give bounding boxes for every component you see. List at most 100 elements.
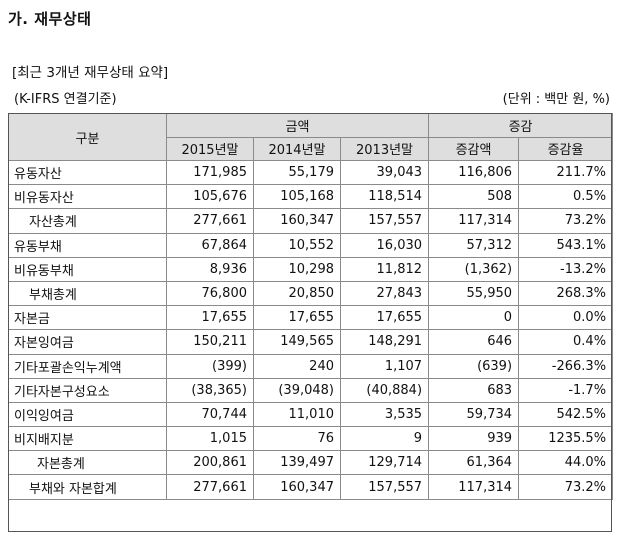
row-value: 9 (339, 426, 430, 452)
row-value: 139,497 (253, 450, 341, 476)
row-value: 16,030 (339, 232, 430, 258)
row-value: 117,314 (428, 474, 520, 500)
row-value: 543.1% (518, 232, 614, 258)
row-label: 자본금 (8, 305, 167, 331)
row-value: (38,365) (166, 377, 254, 403)
row-value: 20,850 (253, 280, 341, 307)
table-row: 비유동자산 105,676 105,168 118,514 508 0.5% (8, 184, 614, 210)
table-row: 자본총계 200,861 139,497 129,714 61,364 44.0% (8, 450, 614, 476)
row-value: 646 (428, 329, 520, 355)
table-row: 자본잉여금 150,211 149,565 148,291 646 0.4% (8, 329, 614, 355)
row-value: 55,179 (253, 159, 341, 186)
row-value: (1,362) (428, 256, 520, 282)
accounting-basis: (K-IFRS 연결기준) (14, 92, 117, 107)
row-label: 이익잉여금 (8, 401, 167, 428)
header-col-change-amount: 증감액 (428, 136, 520, 161)
row-label: 비유동부채 (8, 256, 167, 282)
row-value: 39,043 (339, 159, 430, 186)
row-value: 240 (253, 353, 341, 379)
row-value: 160,347 (253, 474, 341, 500)
table-row: 기타자본구성요소 (38,365) (39,048) (40,884) 683 -1.7% (8, 377, 614, 403)
row-value: (40,884) (339, 377, 430, 403)
row-value: 17,655 (339, 305, 430, 331)
row-value: 57,312 (428, 232, 520, 258)
row-value: 1,107 (339, 353, 430, 379)
row-value: -13.2% (518, 256, 614, 282)
row-value: (399) (166, 353, 254, 379)
row-value: 157,557 (339, 208, 430, 234)
row-label: 비유동자산 (8, 184, 167, 210)
row-value: 105,168 (253, 184, 341, 210)
table-row: 부채총계 76,800 20,850 27,843 55,950 268.3% (8, 280, 614, 307)
table-row: 비유동부채 8,936 10,298 11,812 (1,362) -13.2% (8, 256, 614, 282)
row-label: 부채와 자본합계 (8, 474, 167, 500)
row-value: 17,655 (253, 305, 341, 331)
row-value: 116,806 (428, 159, 520, 186)
row-value: 277,661 (166, 208, 254, 234)
row-value: 277,661 (166, 474, 254, 500)
table-subtitle: [최근 3개년 재무상태 요약] (12, 65, 169, 81)
table-body: 유동자산 171,985 55,179 39,043 116,806 211.7% 비유동자… (8, 159, 614, 500)
row-value: 73.2% (518, 208, 614, 234)
row-label: 유동자산 (8, 159, 167, 186)
row-value: 508 (428, 184, 520, 210)
table-row: 이익잉여금 70,744 11,010 3,535 59,734 542.5% (8, 401, 614, 428)
row-value: 3,535 (339, 401, 430, 428)
header-col-2013: 2013년말 (339, 136, 430, 161)
row-value: 0 (428, 305, 520, 331)
header-col-2014: 2014년말 (253, 136, 341, 161)
row-value: 1,015 (166, 426, 254, 452)
row-value: 200,861 (166, 450, 254, 476)
row-value: 148,291 (339, 329, 430, 355)
table-row: 유동부채 67,864 10,552 16,030 57,312 543.1% (8, 232, 614, 258)
row-label: 자산총계 (8, 208, 167, 234)
row-value: 17,655 (166, 305, 254, 331)
row-value: 157,557 (339, 474, 430, 500)
table-row: 유동자산 171,985 55,179 39,043 116,806 211.7% (8, 159, 614, 186)
table-row: 비지배지분 1,015 76 9 939 1235.5% (8, 426, 614, 452)
row-label: 기타자본구성요소 (8, 377, 167, 403)
row-value: 27,843 (339, 280, 430, 307)
financial-position-table: 구분 금액 증감 2015년말 2014년말 2013년말 증감액 증감율 유동… (8, 113, 614, 500)
row-value: 11,812 (339, 256, 430, 282)
row-value: 150,211 (166, 329, 254, 355)
row-value: 55,950 (428, 280, 520, 307)
row-value: 8,936 (166, 256, 254, 282)
row-value: 171,985 (166, 159, 254, 186)
row-label: 기타포괄손익누계액 (8, 353, 167, 379)
row-value: 117,314 (428, 208, 520, 234)
row-label: 부채총계 (8, 280, 167, 307)
row-value: 118,514 (339, 184, 430, 210)
row-value: 73.2% (518, 474, 614, 500)
row-label: 비지배지분 (8, 426, 167, 452)
row-value: 11,010 (253, 401, 341, 428)
row-label: 자본총계 (8, 450, 167, 476)
row-value: 67,864 (166, 232, 254, 258)
row-value: 10,552 (253, 232, 341, 258)
row-value: 1235.5% (518, 426, 614, 452)
row-value: 70,744 (166, 401, 254, 428)
row-value: 0.4% (518, 329, 614, 355)
table-row: 자본금 17,655 17,655 17,655 0 0.0% (8, 305, 614, 331)
section-heading: 가. 재무상태 (8, 10, 92, 28)
row-value: -1.7% (518, 377, 614, 403)
row-value: (39,048) (253, 377, 341, 403)
header-amount-group: 금액 (165, 113, 430, 138)
header-col-2015: 2015년말 (166, 136, 254, 161)
row-value: 211.7% (518, 159, 614, 186)
unit-note: (단위 : 백만 원, %) (502, 92, 610, 107)
row-value: -266.3% (518, 353, 614, 379)
row-value: 160,347 (253, 208, 341, 234)
row-value: 149,565 (253, 329, 341, 355)
row-value: (639) (428, 353, 520, 379)
row-value: 59,734 (428, 401, 520, 428)
row-value: 76,800 (166, 280, 254, 307)
row-value: 0.0% (518, 305, 614, 331)
table-row: 자산총계 277,661 160,347 157,557 117,314 73.2% (8, 208, 614, 234)
header-col-change-rate: 증감율 (518, 136, 614, 161)
header-category: 구분 (8, 113, 167, 161)
row-value: 0.5% (518, 184, 614, 210)
row-value: 44.0% (518, 450, 614, 476)
table-row: 기타포괄손익누계액 (399) 240 1,107 (639) -266.3% (8, 353, 614, 379)
row-value: 76 (253, 426, 341, 452)
